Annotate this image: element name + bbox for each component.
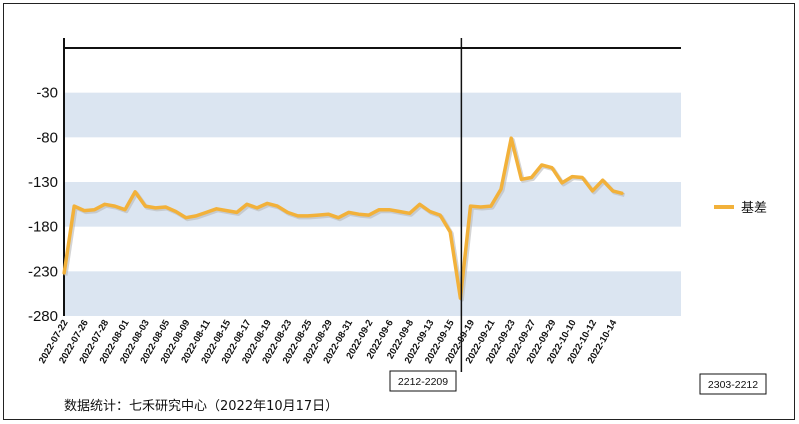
data-point bbox=[164, 206, 167, 208]
data-point bbox=[317, 214, 319, 216]
data-point bbox=[307, 215, 309, 217]
data-point bbox=[500, 188, 502, 190]
data-point bbox=[408, 212, 411, 215]
data-point bbox=[114, 205, 116, 207]
data-point bbox=[134, 191, 136, 193]
x-axis-ticks: 2022-07-222022-07-262022-07-282022-08-01… bbox=[37, 317, 620, 365]
data-point bbox=[490, 205, 492, 207]
y-tick-label: -180 bbox=[28, 219, 58, 236]
data-point bbox=[530, 176, 533, 179]
y-tick-label: -30 bbox=[36, 85, 58, 102]
data-point bbox=[551, 166, 553, 169]
data-point bbox=[571, 175, 573, 178]
data-point bbox=[581, 176, 584, 179]
data-point bbox=[266, 202, 269, 205]
legend: 基差 bbox=[714, 201, 767, 216]
data-point bbox=[144, 205, 147, 207]
data-point bbox=[418, 203, 421, 206]
data-point bbox=[347, 211, 350, 214]
data-point bbox=[124, 208, 126, 211]
data-point bbox=[612, 190, 614, 192]
data-point bbox=[327, 213, 330, 215]
data-point bbox=[215, 208, 218, 210]
data-point bbox=[378, 208, 380, 211]
annotations: 2212-2209 2303-2212 bbox=[389, 38, 767, 395]
data-point bbox=[297, 215, 299, 217]
data-point bbox=[622, 192, 624, 195]
data-point bbox=[256, 207, 258, 209]
data-point bbox=[479, 206, 482, 208]
grid-band bbox=[64, 271, 681, 316]
y-tick-label: -230 bbox=[28, 263, 58, 280]
contract-label-2303-2212: 2303-2212 bbox=[708, 379, 758, 391]
data-point bbox=[205, 211, 208, 214]
source-note: 数据统计：七禾研究中心（2022年10月17日） bbox=[64, 399, 338, 414]
data-point bbox=[520, 178, 523, 181]
data-point bbox=[388, 208, 391, 211]
data-point bbox=[103, 203, 106, 206]
grid-band bbox=[64, 92, 681, 138]
y-tick-label: -130 bbox=[28, 174, 58, 191]
y-tick-label: -80 bbox=[36, 129, 58, 146]
data-point bbox=[601, 179, 604, 181]
legend-label: 基差 bbox=[741, 201, 767, 216]
grid-band bbox=[64, 182, 681, 227]
data-point bbox=[93, 208, 96, 211]
data-point bbox=[510, 137, 512, 139]
data-point bbox=[175, 210, 177, 213]
data-point bbox=[185, 216, 187, 219]
data-point bbox=[398, 210, 401, 213]
data-point bbox=[561, 182, 563, 184]
data-point bbox=[357, 213, 360, 215]
data-point bbox=[439, 214, 441, 216]
data-point bbox=[469, 205, 472, 207]
data-point bbox=[286, 211, 289, 214]
grid-bands bbox=[64, 92, 681, 316]
data-point bbox=[195, 215, 197, 217]
data-point bbox=[429, 210, 431, 213]
series-line bbox=[62, 136, 624, 300]
y-axis-ticks: -30 -80 -130 -180 -230 -280 bbox=[28, 85, 58, 325]
data-point bbox=[225, 209, 228, 212]
series-layer bbox=[62, 136, 626, 302]
contract-box-2212-2209 bbox=[389, 370, 457, 392]
y-tick-label: -280 bbox=[28, 308, 58, 325]
contract-label-2212-2209: 2212-2209 bbox=[398, 376, 448, 388]
data-point bbox=[236, 211, 238, 214]
data-point bbox=[154, 207, 157, 209]
data-point bbox=[591, 190, 594, 192]
data-point bbox=[540, 164, 543, 166]
data-point bbox=[73, 205, 75, 207]
contract-box-2303-2212 bbox=[699, 373, 767, 395]
data-point bbox=[83, 209, 86, 212]
data-point bbox=[368, 214, 370, 216]
data-point bbox=[337, 216, 340, 219]
data-point bbox=[63, 273, 65, 275]
data-point bbox=[276, 205, 279, 207]
data-point bbox=[246, 203, 248, 206]
data-point bbox=[449, 231, 452, 233]
